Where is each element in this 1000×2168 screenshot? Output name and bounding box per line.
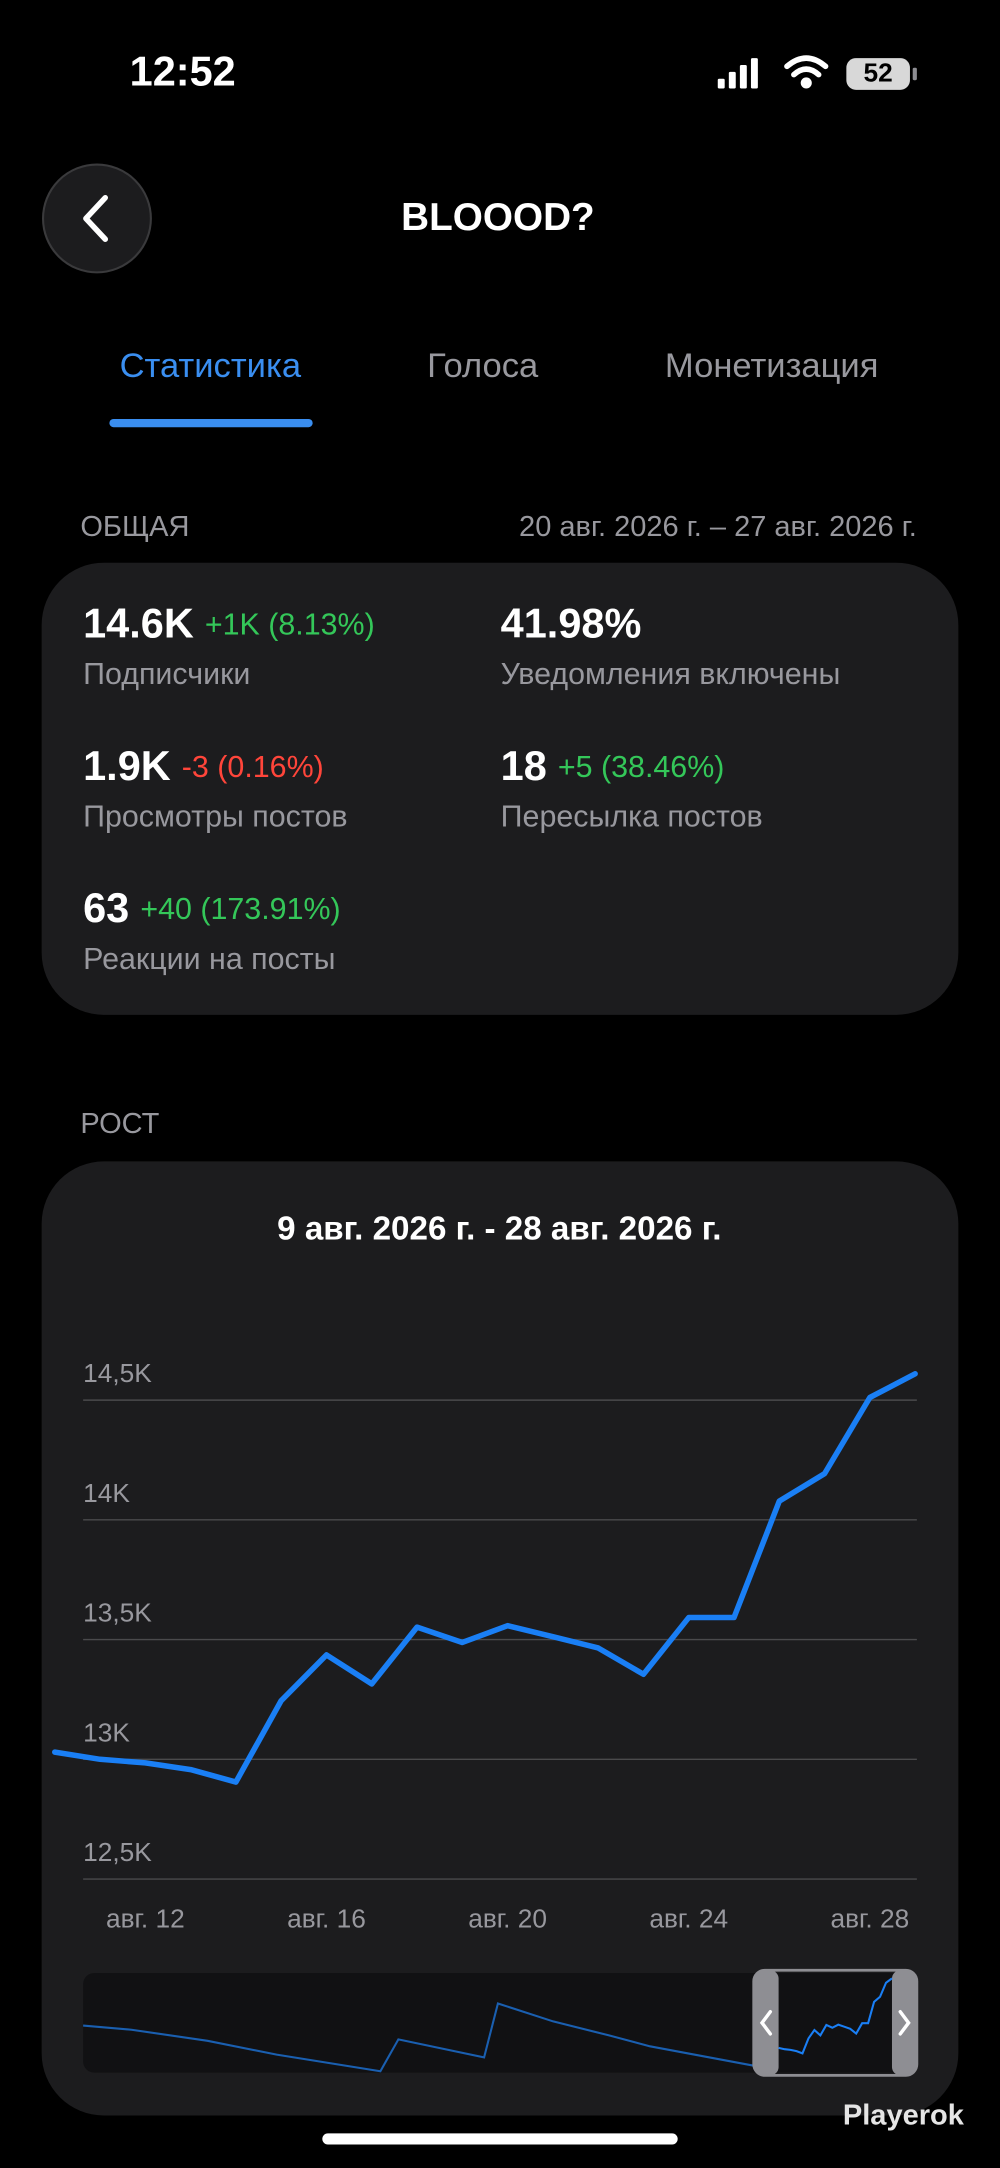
grid: 12,5K 13K 13,5K 14K 14,5K авг. 12 авг. 16 авг. …: [83, 1358, 917, 1933]
stat-value: 63: [83, 884, 129, 931]
stat-value: 1.9K: [83, 742, 171, 789]
y-tick-label: 14K: [83, 1478, 130, 1508]
signal-icon: [717, 58, 758, 89]
stat-value: 14.6K: [83, 599, 194, 646]
tab[interactable]: Монетизация: [665, 347, 878, 385]
battery-cap: [912, 67, 917, 81]
stat-change: +5 (38.46%): [558, 750, 725, 784]
chart-card: [41, 1161, 959, 2116]
navigator-window-line: [778, 1977, 893, 2055]
date-range: 20 авг. 2026 г. – 27 авг. 2026 г.: [519, 511, 917, 543]
battery-icon: [846, 58, 910, 90]
x-tick-label: авг. 16: [287, 1903, 366, 1933]
stat-line: 18 +5 (38.46%): [501, 742, 725, 789]
data-line: [52, 1371, 918, 1785]
wifi-icon: [784, 55, 829, 89]
status-time: 12:52: [130, 48, 236, 95]
stat-label: Пересылка постов: [501, 800, 763, 834]
section-title: ОБЩАЯ: [80, 511, 189, 543]
page-title: BLOOOD?: [401, 196, 594, 239]
stat-value: 18: [501, 742, 547, 789]
y-tick-label: 13,5K: [83, 1598, 152, 1628]
home-indicator: [322, 2133, 678, 2145]
stat-value: 41.98%: [501, 599, 642, 646]
stat-change: -3 (0.16%): [182, 750, 324, 784]
stat-label: Подписчики: [83, 657, 250, 691]
navigator-line: [778, 1977, 893, 2055]
overview-card: [41, 562, 959, 1015]
navigator-handle-left[interactable]: [753, 1970, 779, 2076]
navigator-handle-right[interactable]: [891, 1970, 917, 2076]
chart-title: 9 авг. 2026 г. - 28 авг. 2026 г.: [277, 1210, 721, 1247]
x-tick-label: авг. 12: [106, 1903, 185, 1933]
y-tick-label: 14,5K: [83, 1358, 152, 1388]
x-tick-label: авг. 20: [468, 1903, 547, 1933]
stat-label: Просмотры постов: [83, 800, 347, 834]
plot: [52, 1371, 918, 1785]
watermark: Playerok: [843, 2100, 965, 2132]
stat-label: Уведомления включены: [501, 657, 841, 691]
tab-active[interactable]: Статистика: [120, 347, 302, 385]
stat-change: +40 (173.91%): [140, 892, 340, 926]
tab-indicator: [109, 418, 313, 428]
section-title: РОСТ: [80, 1108, 159, 1140]
back-button[interactable]: [41, 163, 152, 274]
stat-line: 14.6K +1K (8.13%): [83, 599, 375, 646]
navigator-overview-line: [83, 2002, 754, 2073]
stat-change: +1K (8.13%): [205, 607, 375, 641]
stat-line: 1.9K -3 (0.16%): [83, 742, 324, 789]
stat-label: Реакции на посты: [83, 942, 335, 976]
tab[interactable]: Голоса: [427, 347, 539, 385]
battery-level: 52: [864, 58, 893, 88]
x-tick-label: авг. 24: [649, 1903, 728, 1933]
y-tick-label: 13K: [83, 1717, 130, 1747]
navigator[interactable]: [83, 1973, 917, 2073]
y-tick-label: 12,5K: [83, 1837, 152, 1867]
handle-arrows: [759, 2010, 911, 2036]
back-icon: [83, 194, 109, 242]
x-tick-label: авг. 28: [830, 1903, 909, 1933]
stat-line: 63 +40 (173.91%): [83, 884, 341, 931]
